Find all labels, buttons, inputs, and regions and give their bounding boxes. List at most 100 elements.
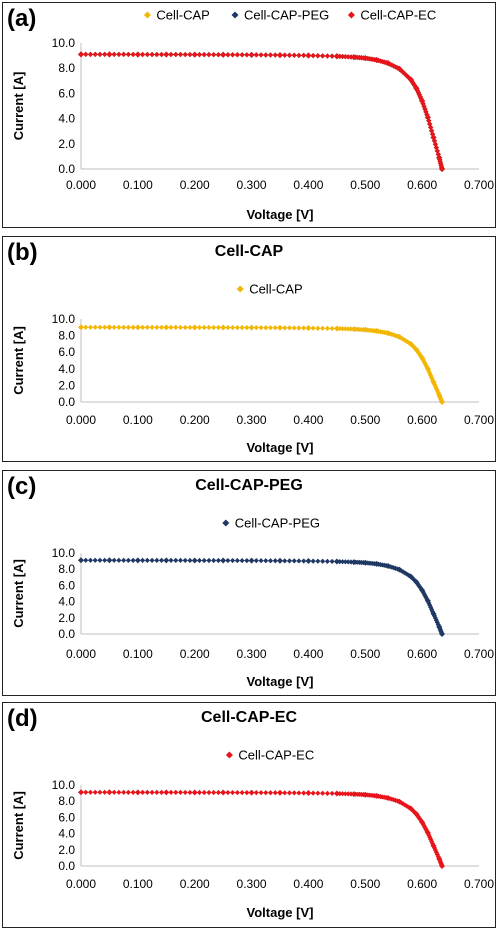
data-point xyxy=(225,557,231,564)
data-point xyxy=(421,103,427,110)
data-point xyxy=(291,558,297,564)
data-point xyxy=(339,53,346,60)
y-tick-label: 8.0 xyxy=(58,61,75,75)
legend-entry: Cell-CAP xyxy=(156,8,209,23)
data-point xyxy=(414,87,421,94)
panel-label-d: (d) xyxy=(7,705,38,732)
data-point xyxy=(296,790,302,796)
data-point xyxy=(419,819,426,826)
x-axis-title: Voltage [V] xyxy=(247,440,314,455)
data-point xyxy=(168,51,174,58)
data-point xyxy=(211,789,217,796)
data-point xyxy=(144,51,150,58)
data-point xyxy=(345,559,351,565)
data-point xyxy=(125,51,131,58)
x-tick-label: 0.200 xyxy=(180,178,210,192)
data-point xyxy=(139,557,146,563)
data-point xyxy=(333,325,340,332)
chart-panel-c: Cell-CAP-PEG 0.0 2.0 4.0 6.0 8.0 10.0 0.000 0.1… xyxy=(2,470,496,696)
data-point xyxy=(97,789,103,795)
data-point xyxy=(418,96,424,102)
data-point xyxy=(92,789,98,795)
data-point xyxy=(305,790,312,797)
data-point xyxy=(310,790,316,796)
data-point xyxy=(220,324,227,331)
data-point xyxy=(111,51,117,57)
data-point xyxy=(339,791,346,797)
y-tick-label: 10.0 xyxy=(52,778,76,792)
data-point xyxy=(420,589,426,595)
data-point xyxy=(187,51,193,58)
x-tick-label: 0.100 xyxy=(123,647,153,661)
data-point xyxy=(428,372,434,379)
data-point xyxy=(173,789,179,795)
data-point xyxy=(154,324,160,330)
data-point xyxy=(154,51,160,58)
data-point xyxy=(429,375,435,381)
data-point xyxy=(92,51,98,57)
data-point xyxy=(267,558,274,564)
data-point xyxy=(253,790,259,796)
data-point xyxy=(282,558,288,564)
data-point xyxy=(163,789,170,796)
chart-title-d: Cell-CAP-EC xyxy=(200,709,297,726)
data-point xyxy=(191,557,198,564)
data-point xyxy=(182,557,188,564)
data-point xyxy=(263,790,269,796)
data-point xyxy=(320,325,326,331)
data-point xyxy=(78,324,84,331)
data-point xyxy=(97,324,103,330)
data-point xyxy=(201,52,207,58)
data-point xyxy=(144,557,150,563)
data-point xyxy=(291,52,297,58)
data-point xyxy=(83,789,89,795)
data-point xyxy=(435,853,441,860)
data-point xyxy=(196,324,203,331)
data-point xyxy=(116,324,122,330)
data-point xyxy=(87,51,94,57)
data-point xyxy=(263,325,269,331)
x-tick-label: 0.300 xyxy=(237,877,267,891)
data-point xyxy=(433,144,439,151)
data-point xyxy=(277,324,283,331)
data-point xyxy=(87,557,94,563)
x-tick-label: 0.500 xyxy=(350,413,380,427)
x-tick-label: 0.200 xyxy=(180,647,210,661)
data-point xyxy=(230,324,236,331)
data-point xyxy=(182,51,188,58)
panel-label-c: (c) xyxy=(7,473,37,500)
y-tick-label: 4.0 xyxy=(58,595,75,609)
data-point xyxy=(230,557,236,564)
data-point xyxy=(342,54,348,60)
data-point xyxy=(230,52,236,58)
data-point xyxy=(234,789,240,796)
data-point xyxy=(429,128,435,134)
x-tick-label: 0.700 xyxy=(464,647,494,661)
data-point xyxy=(333,53,340,60)
data-point xyxy=(97,557,103,563)
y-tick-label: 6.0 xyxy=(58,578,75,592)
data-point xyxy=(282,790,288,796)
data-point xyxy=(144,789,150,795)
x-axis-title: Voltage [V] xyxy=(247,674,314,689)
data-point xyxy=(177,51,184,58)
data-point xyxy=(211,52,217,58)
data-point xyxy=(389,62,395,68)
legend-marker xyxy=(225,751,233,759)
data-point xyxy=(277,52,283,59)
y-tick-label: 10.0 xyxy=(52,546,76,560)
data-point xyxy=(419,587,426,594)
x-tick-label: 0.000 xyxy=(66,877,96,891)
data-point xyxy=(277,789,283,796)
data-point xyxy=(206,52,212,58)
x-tick-label: 0.400 xyxy=(293,877,323,891)
data-point xyxy=(320,53,326,59)
x-tick-label: 0.400 xyxy=(293,413,323,427)
data-point xyxy=(106,557,113,564)
data-point xyxy=(121,557,127,563)
chart-title-c: Cell-CAP-PEG xyxy=(195,477,303,494)
data-point xyxy=(220,789,227,796)
data-point xyxy=(182,789,188,796)
y-tick-label: 6.0 xyxy=(58,345,75,359)
chart-a-svg: 0.0 2.0 4.0 6.0 8.0 10.0 0.000 0.100 0.200 0.300 0… xyxy=(11,8,494,223)
